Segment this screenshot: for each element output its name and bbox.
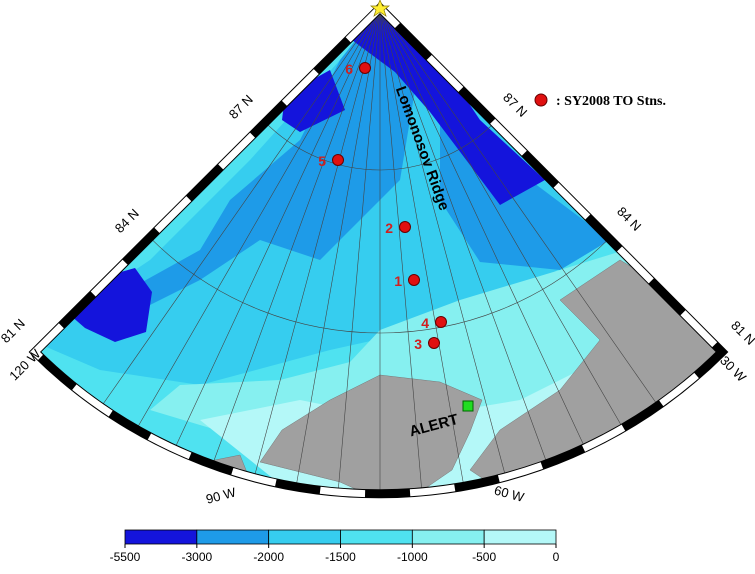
station-label: 6 [345, 61, 353, 77]
lat-label: 81 N [0, 316, 28, 346]
colorbar-segment [196, 529, 270, 545]
map-frame [28, 1, 729, 499]
colorbar-segment [483, 529, 557, 545]
lat-label: 81 N [728, 318, 755, 348]
colorbar-tick-label: 0 [553, 550, 560, 564]
colorbar-tick-label: -3000 [181, 550, 212, 564]
colorbar-tick-label: -1500 [325, 550, 356, 564]
station-label: 1 [394, 273, 402, 289]
colorbar: -5500 -3000 -2000 -1500 -1000 -500 0 [110, 529, 560, 564]
graticule [54, 8, 706, 494]
station-label: 2 [385, 220, 393, 236]
lat-label: 87 N [500, 90, 530, 120]
base-marker [462, 400, 474, 412]
lon-label: 30 W [717, 353, 750, 386]
colorbar-tick-label: -1000 [397, 550, 428, 564]
station-marker [428, 337, 440, 349]
colorbar-segment [411, 529, 485, 545]
colorbar-tick-label: -5500 [110, 550, 141, 564]
pole-star [370, 0, 390, 17]
station-label: 3 [414, 336, 422, 352]
station-label: 4 [421, 315, 429, 331]
station-marker [332, 154, 344, 166]
colorbar-tick-label: -2000 [253, 550, 284, 564]
colorbar-segment [124, 529, 198, 545]
station-marker [435, 316, 447, 328]
station-marker [359, 62, 371, 74]
lon-label: 60 W [493, 482, 527, 505]
stations: 1 2 3 4 5 6 [318, 61, 447, 352]
lat-label: 84 N [614, 204, 644, 234]
legend-marker [534, 93, 548, 107]
colorbar-segment [340, 529, 413, 545]
lat-label: 87 N [226, 92, 256, 122]
station-marker [408, 274, 420, 286]
station-marker [399, 221, 411, 233]
colorbar-tick-label: -500 [472, 550, 496, 564]
station-label: 5 [318, 153, 326, 169]
lat-label: 84 N [112, 206, 142, 236]
lon-label: 90 W [204, 484, 238, 507]
legend-label: : SY2008 TO Stns. [556, 94, 666, 109]
colorbar-segment [268, 529, 341, 545]
